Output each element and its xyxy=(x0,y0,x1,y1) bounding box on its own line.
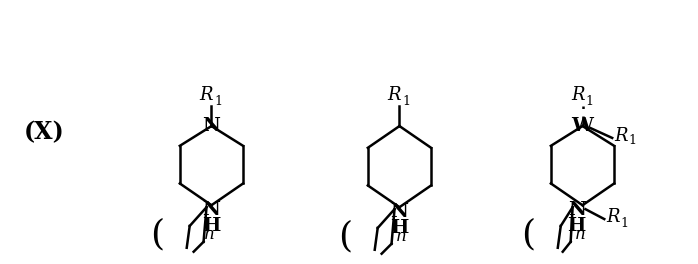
Text: R: R xyxy=(571,86,584,104)
Text: N: N xyxy=(567,201,586,219)
Text: (: ( xyxy=(150,218,164,252)
Text: (: ( xyxy=(338,220,352,254)
Text: W: W xyxy=(572,117,593,135)
Text: 1: 1 xyxy=(620,216,628,229)
Text: n: n xyxy=(575,227,586,243)
Text: N: N xyxy=(202,201,221,219)
Text: N: N xyxy=(202,117,221,135)
Text: N: N xyxy=(390,203,408,221)
Text: R: R xyxy=(200,86,214,104)
Text: H: H xyxy=(390,219,408,237)
Text: (X): (X) xyxy=(24,120,64,144)
Text: n: n xyxy=(396,228,407,245)
Text: (: ( xyxy=(521,218,535,252)
Text: n: n xyxy=(204,227,215,243)
Text: R: R xyxy=(388,86,401,104)
Text: 1: 1 xyxy=(586,95,593,108)
Text: R: R xyxy=(607,208,620,226)
Text: 1: 1 xyxy=(214,95,223,108)
Text: H: H xyxy=(567,217,586,235)
Text: R: R xyxy=(614,127,628,145)
Text: 1: 1 xyxy=(403,95,410,108)
Text: H: H xyxy=(202,217,221,235)
Text: 1: 1 xyxy=(628,134,636,147)
